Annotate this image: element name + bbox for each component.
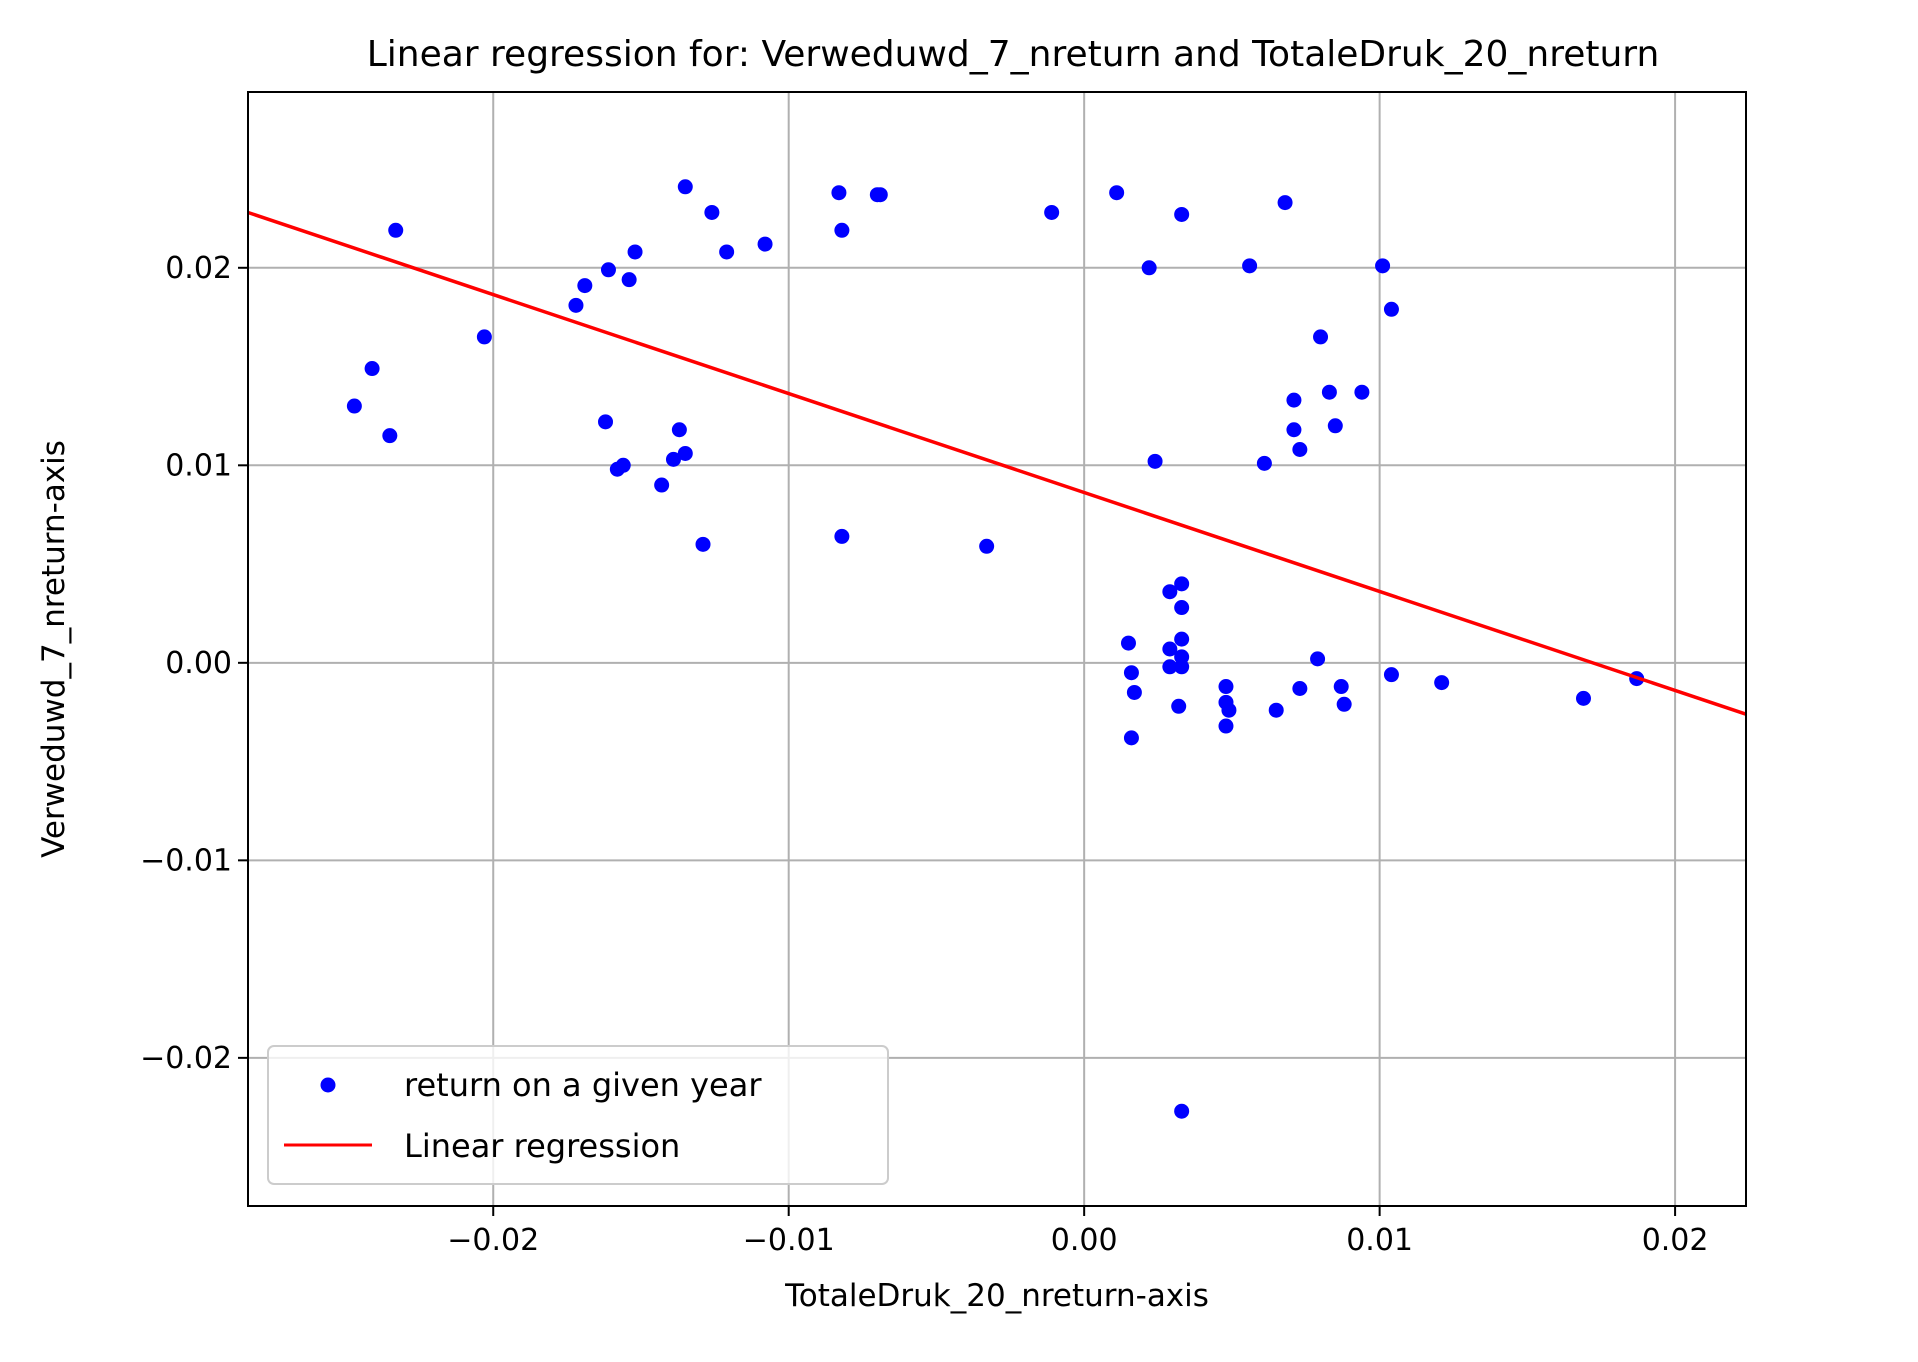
scatter-point — [1242, 258, 1258, 274]
scatter-point — [1141, 260, 1157, 276]
scatter-point — [1123, 665, 1139, 681]
scatter-point — [1286, 422, 1302, 438]
scatter-point — [1313, 329, 1329, 345]
scatter-point — [1171, 698, 1187, 714]
axis-ticks: −0.02 −0.01 0.00 0.01 0.02 −0.02 −0.01 0.00 0.01… — [140, 251, 1708, 1258]
scatter-point — [568, 297, 584, 313]
scatter-point — [1383, 301, 1399, 317]
y-tick-label: −0.02 — [140, 1041, 232, 1076]
scatter-point — [834, 528, 850, 544]
scatter-point — [677, 445, 693, 461]
scatter-point — [1218, 718, 1234, 734]
scatter-point — [577, 278, 593, 294]
y-tick-label: 0.02 — [165, 251, 232, 286]
plot-area — [248, 92, 1746, 1206]
scatter-point — [598, 414, 614, 430]
y-axis-title: Verweduwd_7_nreturn-axis — [36, 440, 72, 858]
scatter-point — [627, 244, 643, 260]
y-tick-label: 0.01 — [165, 448, 232, 483]
scatter-point — [600, 262, 616, 278]
scatter-point — [671, 422, 687, 438]
scatter-point — [388, 222, 404, 238]
x-tick-label: 0.00 — [1051, 1223, 1118, 1258]
scatter-point — [872, 187, 888, 203]
legend: return on a given year Linear regression — [267, 1045, 889, 1185]
x-axis-title: TotaleDruk_20_nreturn-axis — [784, 1278, 1209, 1314]
scatter-point — [654, 477, 670, 493]
grid — [248, 92, 1746, 1206]
scatter-point — [382, 428, 398, 444]
scatter-point — [1375, 258, 1391, 274]
scatter-point — [346, 398, 362, 414]
scatter-point — [1292, 681, 1308, 697]
scatter-point — [364, 361, 380, 377]
x-tick-label: 0.02 — [1642, 1223, 1709, 1258]
plot-frame — [247, 91, 1747, 1207]
scatter-point — [757, 236, 773, 252]
scatter-point — [1221, 702, 1237, 718]
scatter-point — [615, 457, 631, 473]
scatter-point — [1383, 667, 1399, 683]
scatter-point — [719, 244, 735, 260]
regression-layer — [247, 210, 1747, 716]
scatter-point — [1327, 418, 1343, 434]
scatter-point — [695, 536, 711, 552]
scatter-point — [1120, 635, 1136, 651]
legend-box — [267, 1045, 889, 1185]
chart-title: Linear regression for: Verweduwd_7_nretu… — [367, 34, 1660, 75]
legend-label-line: Linear regression — [404, 1127, 680, 1165]
x-tick-label: −0.02 — [447, 1223, 539, 1258]
scatter-point — [665, 451, 681, 467]
scatter-point — [1333, 679, 1349, 695]
scatter-point — [621, 272, 637, 288]
scatter-point — [1162, 659, 1178, 675]
scatter-point — [1044, 204, 1060, 220]
scatter-point — [834, 222, 850, 238]
scatter-points — [346, 179, 1645, 1119]
y-tick-label: −0.01 — [140, 843, 232, 878]
scatter-point — [1174, 659, 1190, 675]
scatter-point — [1174, 600, 1190, 616]
scatter-point — [1277, 195, 1293, 211]
scatter-point — [979, 538, 995, 554]
scatter-point — [1575, 690, 1591, 706]
scatter-point — [831, 185, 847, 201]
scatter-point — [1218, 679, 1234, 695]
scatter-point — [1434, 675, 1450, 691]
scatter-point — [1174, 1103, 1190, 1119]
scatter-point — [1162, 641, 1178, 657]
scatter-point — [1336, 696, 1352, 712]
scatter-point — [1174, 206, 1190, 222]
scatter-point — [1109, 185, 1125, 201]
scatter-point — [704, 204, 720, 220]
y-tick-label: 0.00 — [165, 646, 232, 681]
scatter-point — [1256, 455, 1272, 471]
scatter-point — [1123, 730, 1139, 746]
scatter-point — [1286, 392, 1302, 408]
scatter-point — [1174, 631, 1190, 647]
legend-label-scatter: return on a given year — [404, 1066, 762, 1104]
scatter-point — [1321, 384, 1337, 400]
x-tick-label: −0.01 — [743, 1223, 835, 1258]
scatter-point — [1354, 384, 1370, 400]
scatter-point — [1174, 576, 1190, 592]
scatter-point — [1310, 651, 1326, 667]
scatter-point — [1268, 702, 1284, 718]
scatter-point — [1162, 584, 1178, 600]
x-tick-label: 0.01 — [1346, 1223, 1413, 1258]
scatter-point — [476, 329, 492, 345]
regression-line — [247, 210, 1747, 716]
scatter-point — [1147, 453, 1163, 469]
scatter-point — [1126, 684, 1142, 700]
scatter-point — [1292, 442, 1308, 458]
legend-marker-scatter — [320, 1077, 336, 1093]
scatter-point — [677, 179, 693, 195]
